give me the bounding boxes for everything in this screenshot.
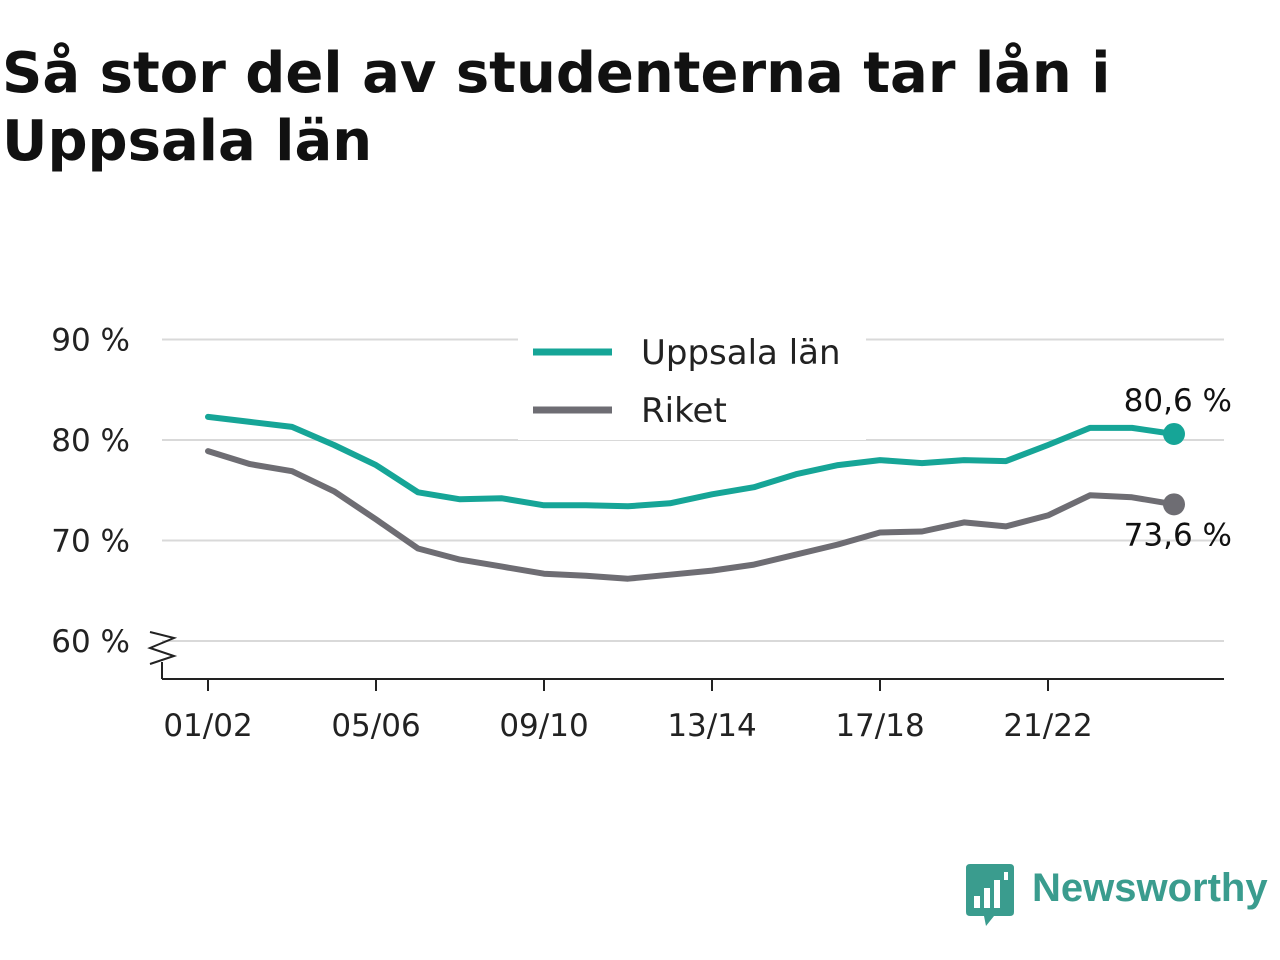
legend-box [518,322,866,440]
x-tick-label: 21/22 [1003,708,1092,744]
x-tick-label: 05/06 [331,708,420,744]
x-axis: 01/02 05/06 09/10 13/14 17/18 21/22 [147,631,1224,744]
end-point [1163,422,1185,445]
x-tick-label: 13/14 [667,708,756,744]
y-axis-ticks: 60 % 70 % 80 % 90 % [51,323,130,661]
brand-name: Newsworthy [1032,866,1268,910]
y-tick-label: 80 % [51,423,130,459]
brand-logo: Newsworthy [962,860,1280,930]
end-points: 80,6 % 73,6 % [1124,383,1232,553]
legend[interactable]: Uppsala län Riket [533,333,841,431]
axis-break-icon [147,631,178,665]
series-line-uppsala-län [205,413,1177,510]
legend-label: Riket [641,391,727,431]
x-tick-label: 17/18 [835,708,924,744]
end-point [1163,493,1185,516]
chart-title: Så stor del av studenterna tar lån i Upp… [2,41,1111,174]
series-lines [205,413,1177,582]
series-line-riket [205,448,1177,582]
y-tick-label: 90 % [51,323,130,359]
end-value-label: 73,6 % [1124,517,1232,553]
y-tick-label: 70 % [51,524,130,560]
bar-chart-speech-bubble-icon [966,864,1014,926]
x-tick-label: 09/10 [499,708,588,744]
y-tick-label: 60 % [51,624,130,660]
legend-label: Uppsala län [641,333,841,373]
end-value-label: 80,6 % [1124,383,1232,419]
x-tick-label: 01/02 [163,708,252,744]
legend-background [518,322,866,440]
